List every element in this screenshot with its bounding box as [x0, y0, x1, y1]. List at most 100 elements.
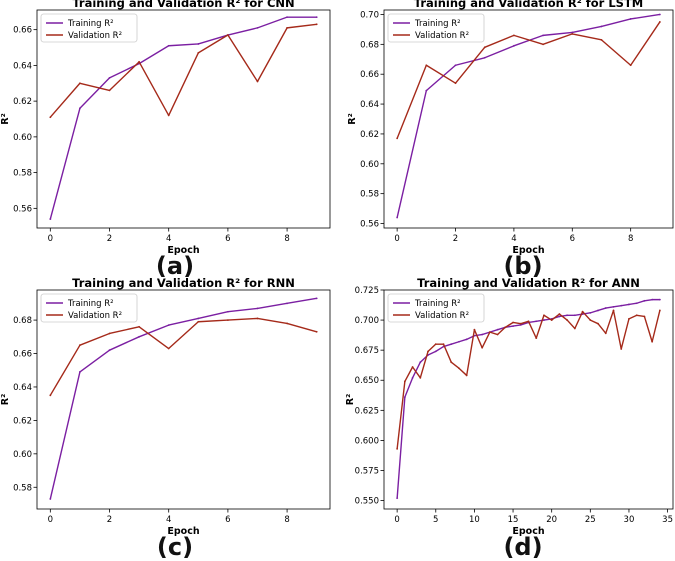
y-tick-label: 0.70	[360, 10, 379, 20]
data-point-validation	[79, 82, 81, 85]
legend-label-training: Training R²	[414, 299, 461, 309]
data-point-training	[454, 64, 457, 67]
chart-title: Training and Validation R² for CNN	[72, 0, 294, 10]
data-point-training	[465, 338, 468, 341]
data-point-training	[315, 297, 318, 300]
data-point-training	[286, 302, 288, 305]
data-point-validation	[566, 319, 569, 321]
x-axis-label: Epoch	[512, 245, 544, 256]
data-point-training	[419, 361, 422, 364]
data-point-validation	[458, 367, 460, 370]
x-tick-label: 2	[453, 234, 458, 244]
x-tick-label: 20	[546, 515, 557, 525]
data-point-training	[558, 315, 561, 318]
y-axis-label: R²	[347, 113, 358, 124]
data-point-validation	[454, 82, 457, 85]
data-point-validation	[658, 21, 661, 23]
data-point-validation	[108, 89, 111, 92]
legend-label-training: Training R²	[414, 19, 461, 29]
data-point-validation	[612, 309, 615, 312]
data-point-validation	[396, 137, 399, 140]
data-point-training	[49, 498, 52, 500]
data-point-training	[620, 304, 623, 307]
plot-frame	[36, 289, 331, 510]
legend-label-validation: Validation R²	[68, 311, 122, 321]
data-point-training	[315, 16, 318, 19]
data-point-training	[658, 13, 661, 16]
y-tick-label: 0.64	[13, 61, 32, 71]
data-point-validation	[286, 322, 288, 325]
data-point-validation	[589, 319, 592, 321]
data-point-validation	[167, 347, 170, 350]
data-point-training	[604, 307, 607, 309]
legend-label-training: Training R²	[67, 299, 114, 309]
x-tick-label: 8	[284, 515, 289, 525]
panel-label-b: (b)	[503, 252, 543, 280]
x-tick-label: 6	[570, 234, 575, 244]
data-point-training	[535, 320, 538, 323]
data-point-validation	[573, 327, 576, 330]
data-point-training	[450, 343, 453, 346]
data-point-training	[425, 89, 428, 92]
data-point-validation	[49, 116, 52, 119]
x-tick-label: 8	[628, 234, 633, 244]
x-tick-label: 0	[394, 234, 399, 244]
data-point-training	[628, 303, 630, 306]
data-point-validation	[49, 394, 52, 397]
data-point-validation	[315, 330, 318, 333]
data-point-training	[256, 307, 259, 310]
x-tick-label: 4	[166, 515, 171, 525]
series-line-validation	[396, 21, 661, 139]
y-tick-label: 0.64	[360, 100, 379, 110]
x-tick-label: 35	[662, 515, 673, 525]
y-tick-label: 0.66	[13, 26, 32, 36]
y-tick-label: 0.58	[360, 190, 379, 200]
y-tick-label: 0.550	[355, 497, 379, 507]
x-axis-label: Epoch	[167, 245, 199, 256]
data-point-validation	[256, 80, 259, 83]
data-point-training	[481, 333, 484, 336]
series-line-training	[49, 16, 317, 220]
data-point-validation	[527, 320, 530, 323]
legend-box	[387, 293, 485, 323]
data-point-validation	[643, 315, 646, 318]
data-point-training	[286, 16, 288, 19]
data-point-validation	[604, 332, 607, 335]
data-point-training	[396, 216, 399, 219]
y-tick-label: 0.68	[360, 40, 379, 50]
data-point-validation	[197, 51, 200, 54]
data-point-validation	[315, 23, 318, 26]
data-point-validation	[465, 374, 468, 377]
data-point-training	[629, 18, 632, 20]
x-tick-label: 25	[585, 515, 596, 525]
x-tick-label: 0	[48, 515, 53, 525]
panel-label-d: (d)	[503, 533, 543, 561]
data-point-validation	[651, 340, 654, 343]
data-point-training	[79, 107, 81, 110]
data-point-training	[138, 335, 141, 338]
data-point-training	[458, 340, 460, 343]
data-point-training	[566, 314, 569, 317]
y-tick-label: 0.575	[355, 466, 379, 476]
data-point-validation	[571, 32, 574, 35]
data-point-validation	[138, 325, 141, 328]
data-point-training	[573, 314, 576, 317]
data-point-validation	[481, 346, 484, 349]
y-tick-label: 0.60	[13, 450, 32, 460]
data-point-training	[643, 299, 646, 302]
plot-frame	[383, 9, 674, 229]
chart-ann: Training and Validation R² for ANN 0 5 10 15…	[345, 276, 674, 537]
y-tick-label: 0.56	[360, 220, 379, 230]
data-point-validation	[483, 46, 486, 49]
data-point-validation	[411, 366, 414, 368]
y-tick-label: 0.58	[13, 169, 32, 179]
data-point-validation	[620, 348, 623, 350]
data-point-training	[512, 325, 514, 327]
x-tick-label: 0	[48, 234, 53, 244]
x-tick-label: 0	[394, 515, 399, 525]
data-point-training	[496, 328, 499, 331]
legend-box	[387, 13, 485, 43]
y-tick-label: 0.66	[360, 70, 379, 80]
data-point-validation	[138, 60, 141, 63]
